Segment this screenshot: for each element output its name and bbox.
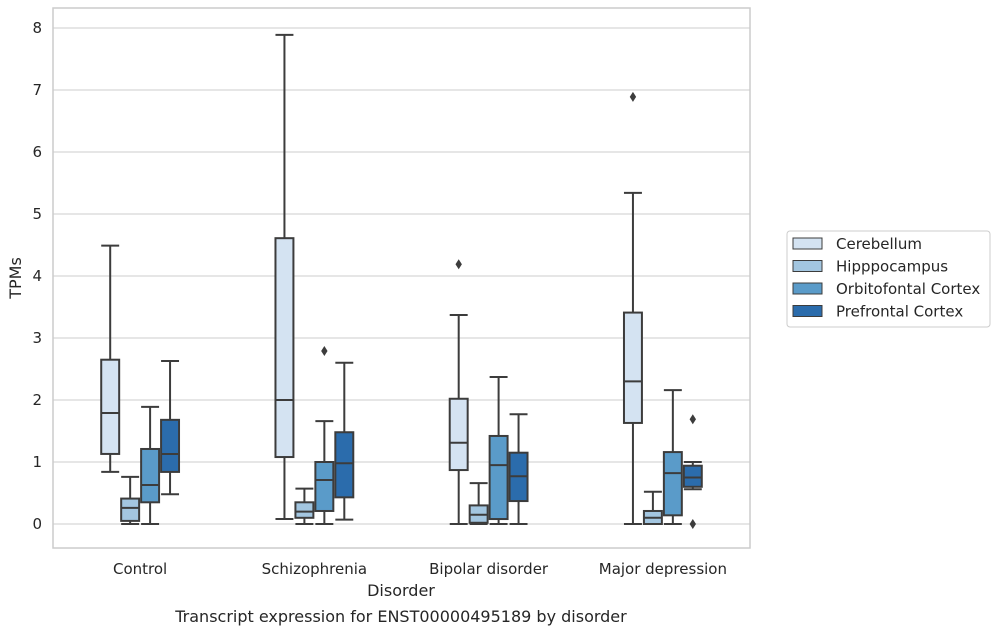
- box-iqr: [120, 497, 141, 522]
- box-iqr: [448, 397, 469, 472]
- box-layer: [100, 33, 703, 529]
- x-axis-label: Disorder: [367, 581, 435, 600]
- box-2-1: [468, 482, 489, 525]
- box-iqr: [682, 464, 703, 488]
- box-3-1: [642, 490, 663, 526]
- legend-swatch: [792, 282, 823, 295]
- y-axis-label: TPMs: [6, 257, 25, 300]
- box-3-3: [682, 414, 703, 529]
- outlier-point: [629, 91, 637, 102]
- box-3-0: [622, 91, 643, 525]
- box-iqr: [294, 501, 315, 519]
- legend-label: Hipppocampus: [836, 258, 948, 276]
- box-1-3: [334, 361, 355, 521]
- y-tick-label: 5: [32, 205, 42, 223]
- box-3-2: [662, 389, 683, 525]
- y-tick-label: 0: [32, 515, 42, 533]
- box-iqr: [160, 418, 181, 473]
- outlier-point: [689, 519, 697, 529]
- box-iqr: [334, 431, 355, 499]
- legend-frame: [786, 230, 991, 328]
- x-tick-label: Bipolar disorder: [429, 560, 549, 578]
- x-tick-label: Schizophrenia: [262, 560, 367, 578]
- box-iqr: [488, 434, 509, 521]
- box-1-1: [294, 487, 315, 525]
- box-iqr: [100, 358, 121, 455]
- box-iqr: [662, 451, 683, 517]
- box-iqr: [314, 461, 335, 512]
- box-iqr: [274, 237, 295, 459]
- y-tick-label: 1: [32, 453, 42, 471]
- outlier-point: [689, 414, 697, 425]
- outlier-point: [455, 259, 462, 270]
- box-0-0: [100, 244, 121, 473]
- box-2-3: [508, 413, 529, 525]
- y-tick-label: 6: [32, 143, 42, 161]
- x-tick-label: Major depression: [599, 560, 727, 578]
- box-0-3: [160, 359, 181, 496]
- y-tick-labels: 0 1 2 3 4 5 6 7 8: [32, 19, 42, 533]
- box-iqr: [622, 311, 643, 424]
- box-1-0: [274, 33, 295, 521]
- y-tick-label: 2: [32, 391, 42, 409]
- y-tick-label: 7: [32, 81, 42, 99]
- legend-swatch: [792, 305, 823, 317]
- legend-label: Prefrontal Cortex: [836, 303, 963, 321]
- chart-caption: Transcript expression for ENST0000049518…: [174, 607, 627, 626]
- legend-swatch: [792, 237, 823, 250]
- y-tick-label: 4: [32, 267, 42, 285]
- y-tick-label: 8: [32, 19, 42, 37]
- box-2-2: [488, 376, 509, 525]
- box-2-0: [448, 259, 469, 525]
- x-tick-labels: Control Schizophrenia Bipolar disorder Majo…: [113, 560, 727, 578]
- legend-label: Cerebellum: [836, 235, 922, 253]
- x-tick-label: Control: [113, 560, 167, 578]
- box-iqr: [140, 447, 161, 504]
- outlier-point: [321, 346, 328, 357]
- legend-label: Orbitofontal Cortex: [836, 280, 980, 298]
- box-1-2: [314, 346, 335, 525]
- y-tick-label: 3: [32, 329, 42, 347]
- plot-frame: [52, 7, 751, 549]
- legend: Cerebellum Hipppocampus Orbitofontal Corte…: [786, 230, 991, 328]
- box-0-2: [140, 405, 161, 525]
- box-0-1: [120, 475, 141, 525]
- legend-swatch: [792, 260, 823, 272]
